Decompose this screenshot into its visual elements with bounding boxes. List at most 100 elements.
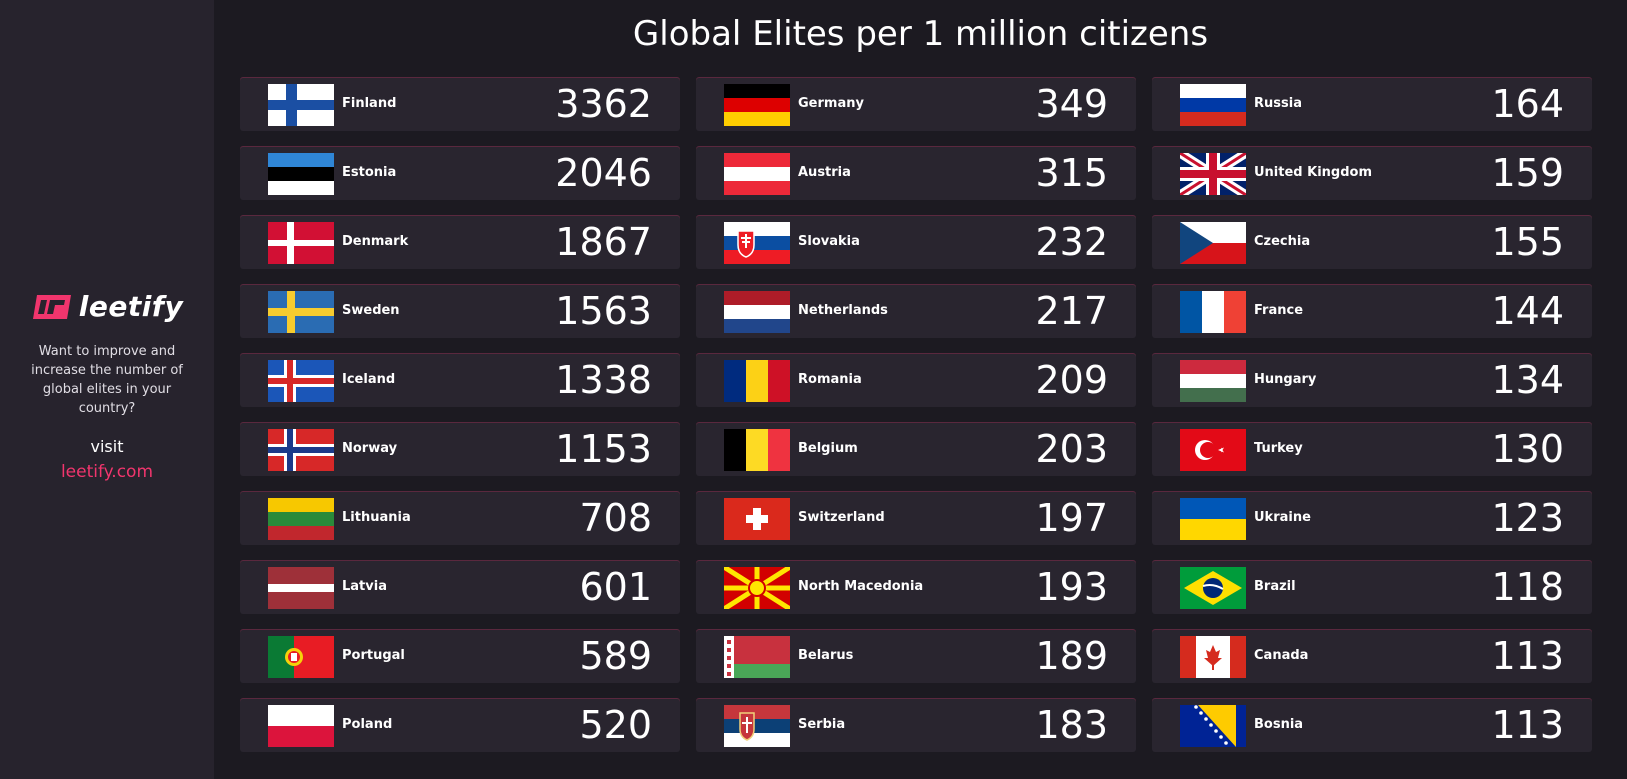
elite-count-value: 183 <box>1035 703 1108 747</box>
elite-count-value: 349 <box>1035 82 1108 126</box>
slovakia-flag-icon <box>724 222 790 264</box>
canada-flag-icon <box>1180 636 1246 678</box>
elite-count-value: 520 <box>579 703 652 747</box>
elite-count-value: 197 <box>1035 496 1108 540</box>
site-link[interactable]: leetify.com <box>60 462 154 482</box>
elite-count-value: 159 <box>1491 151 1564 195</box>
table-row: Finland 3362 <box>240 77 680 131</box>
elite-count-value: 209 <box>1035 358 1108 402</box>
iceland-flag-icon <box>268 360 334 402</box>
country-name: Belgium <box>798 441 858 456</box>
country-name: Finland <box>342 96 397 111</box>
country-name: Belarus <box>798 648 854 663</box>
country-name: Turkey <box>1254 441 1303 456</box>
hungary-flag-icon <box>1180 360 1246 402</box>
sidebar: leetify Want to improve and increase the… <box>0 0 214 779</box>
country-name: North Macedonia <box>798 579 924 594</box>
country-name: Netherlands <box>798 303 888 318</box>
country-name: Hungary <box>1254 372 1317 387</box>
country-name: Bosnia <box>1254 717 1304 732</box>
table-row: Hungary 134 <box>1152 353 1592 407</box>
table-row: Latvia 601 <box>240 560 680 614</box>
table-row: Russia 164 <box>1152 77 1592 131</box>
elite-count-value: 113 <box>1491 703 1564 747</box>
elite-count-value: 155 <box>1491 220 1564 264</box>
chart-title: Global Elites per 1 million citizens <box>632 14 1209 54</box>
table-row: North Macedonia 193 <box>696 560 1136 614</box>
table-row: Portugal 589 <box>240 629 680 683</box>
country-name: Latvia <box>342 579 387 594</box>
serbia-flag-icon <box>724 705 790 747</box>
country-name: Serbia <box>798 717 846 732</box>
logo-text: leetify <box>78 290 184 323</box>
table-row: United Kingdom 159 <box>1152 146 1592 200</box>
belgium-flag-icon <box>724 429 790 471</box>
table-row: Sweden 1563 <box>240 284 680 338</box>
table-row: Turkey 130 <box>1152 422 1592 476</box>
country-name: Norway <box>342 441 398 456</box>
country-name: Switzerland <box>798 510 885 525</box>
germany-flag-icon <box>724 84 790 126</box>
table-row: Poland 520 <box>240 698 680 752</box>
country-name: Iceland <box>342 372 396 387</box>
elite-count-value: 1153 <box>555 427 652 471</box>
france-flag-icon <box>1180 291 1246 333</box>
elite-count-value: 589 <box>579 634 652 678</box>
table-row: Netherlands 217 <box>696 284 1136 338</box>
elite-count-value: 1563 <box>555 289 652 333</box>
belarus-flag-icon <box>724 636 790 678</box>
country-name: Canada <box>1254 648 1309 663</box>
elite-count-value: 118 <box>1491 565 1564 609</box>
table-row: Slovakia 232 <box>696 215 1136 269</box>
netherlands-flag-icon <box>724 291 790 333</box>
russia-flag-icon <box>1180 84 1246 126</box>
country-name: United Kingdom <box>1254 165 1373 180</box>
elite-count-value: 144 <box>1491 289 1564 333</box>
united-kingdom-flag-icon <box>1180 153 1246 195</box>
table-row: Canada 113 <box>1152 629 1592 683</box>
table-row: Belarus 189 <box>696 629 1136 683</box>
czechia-flag-icon <box>1180 222 1246 264</box>
elite-count-value: 1867 <box>555 220 652 264</box>
elite-count-value: 2046 <box>555 151 652 195</box>
table-row: Germany 349 <box>696 77 1136 131</box>
bosnia-flag-icon <box>1180 705 1246 747</box>
ukraine-flag-icon <box>1180 498 1246 540</box>
table-row: Brazil 118 <box>1152 560 1592 614</box>
switzerland-flag-icon <box>724 498 790 540</box>
finland-flag-icon <box>268 84 334 126</box>
cta-text: Want to improve and increase the number … <box>31 344 183 416</box>
elite-count-value: 164 <box>1491 82 1564 126</box>
estonia-flag-icon <box>268 153 334 195</box>
table-row: Serbia 183 <box>696 698 1136 752</box>
table-row: Iceland 1338 <box>240 353 680 407</box>
country-name: Estonia <box>342 165 397 180</box>
elite-count-value: 232 <box>1035 220 1108 264</box>
latvia-flag-icon <box>268 567 334 609</box>
portugal-flag-icon <box>268 636 334 678</box>
elite-count-value: 3362 <box>555 82 652 126</box>
sweden-flag-icon <box>268 291 334 333</box>
elite-count-value: 113 <box>1491 634 1564 678</box>
north-macedonia-flag-icon <box>724 567 790 609</box>
country-name: Brazil <box>1254 579 1296 594</box>
leetify-logo-icon <box>32 294 71 319</box>
elite-count-value: 130 <box>1491 427 1564 471</box>
country-name: Austria <box>798 165 851 180</box>
norway-flag-icon <box>268 429 334 471</box>
lithuania-flag-icon <box>268 498 334 540</box>
country-name: Sweden <box>342 303 400 318</box>
elite-count-value: 123 <box>1491 496 1564 540</box>
turkey-flag-icon <box>1180 429 1246 471</box>
leetify-logo[interactable]: leetify <box>0 290 214 323</box>
country-name: Russia <box>1254 96 1302 111</box>
elite-count-value: 134 <box>1491 358 1564 402</box>
table-row: Norway 1153 <box>240 422 680 476</box>
elite-count-value: 193 <box>1035 565 1108 609</box>
country-name: France <box>1254 303 1304 318</box>
elite-count-value: 189 <box>1035 634 1108 678</box>
elite-count-value: 315 <box>1035 151 1108 195</box>
country-name: Slovakia <box>798 234 860 249</box>
elite-count-value: 708 <box>579 496 652 540</box>
table-row: Austria 315 <box>696 146 1136 200</box>
